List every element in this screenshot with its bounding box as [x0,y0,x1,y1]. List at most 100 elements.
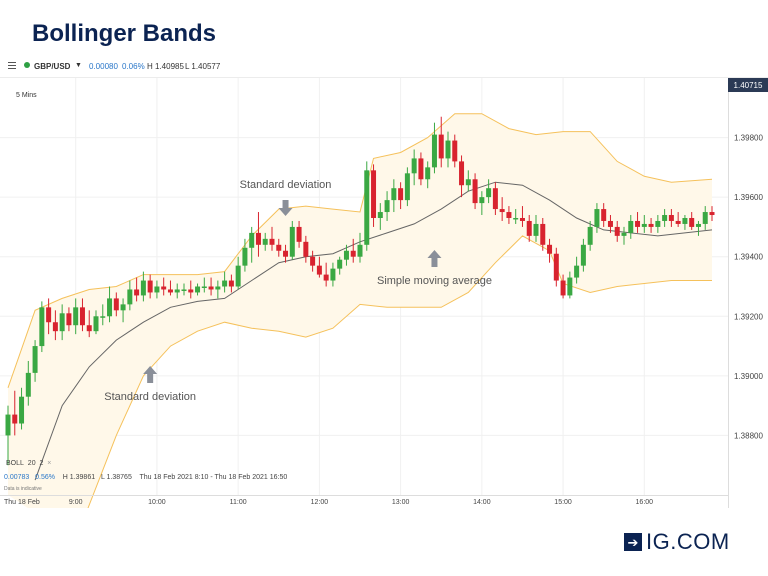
candle [540,217,546,251]
candles [5,116,715,466]
candle-body [662,215,668,221]
close-x-icon[interactable]: × [47,460,52,467]
candle-body [465,179,471,186]
candle [269,226,275,251]
candle-body [635,220,641,227]
candle [303,235,309,263]
bollinger-chart[interactable]: 1.39800 1.39600 1.39400 1.39200 1.39000 1.388… [0,78,768,508]
candle [411,149,417,186]
candle [567,271,573,299]
candle [296,220,302,248]
time-tick-label: 11:00 [230,499,247,506]
candle [120,298,126,323]
candle-body [330,268,336,281]
arrow-up-icon [427,250,442,267]
arrow-down-icon [278,200,293,216]
time-tick-label: 13:00 [392,499,410,506]
candle-body [181,289,187,291]
brand-logo[interactable]: ➔ IG.COM [624,529,730,554]
candle [79,298,85,332]
candle-body [695,223,701,227]
candle [628,215,634,239]
instrument-name[interactable]: GBP/USD [34,62,71,71]
candle [398,182,404,210]
candle [377,203,383,230]
price-change: 0.00080 [89,62,118,71]
candle [310,250,316,272]
candle [621,226,627,245]
candle [492,182,498,216]
page-title: Bollinger Bands [32,20,217,47]
candle [472,173,478,210]
candle [513,209,519,224]
candle-body [526,220,532,236]
candle-body [506,212,512,218]
annotation: Standard deviation [240,179,331,216]
session-low: L 1.40577 [185,62,221,71]
candle-body [154,286,160,293]
candle [316,256,322,278]
candle-body [39,307,45,347]
candle-body [289,226,295,257]
candle [695,220,701,236]
candle-body [452,140,458,162]
candle [519,206,525,227]
annotation-label: Standard deviation [104,391,196,403]
candle [357,232,363,263]
time-tick-label: 9:00 [69,499,83,506]
current-price-tag: 1.40715 [728,78,768,92]
candle [364,161,370,251]
indicator-value: 0.00783 [4,474,30,481]
timeframe-label[interactable]: 5 Mins [16,92,37,99]
band-fill-area [8,113,712,508]
candle-body [66,313,72,326]
candle-body [607,220,613,227]
time-tick-label: Thu 18 Feb [4,499,40,506]
candle-body [404,173,410,201]
candle [594,203,600,233]
candle-body [580,244,586,266]
arrow-in-box-icon: ➔ [624,533,642,551]
indicator-low: L 1.38765 [100,474,132,481]
green-dot-icon [24,62,30,68]
candle [635,212,641,233]
candle-body [553,253,559,281]
candle-body [702,212,708,224]
candle-body [222,280,228,287]
instrument-toolbar: GBP/USD ▼ 0.00080 0.06% H 1.40985 L 1.40… [0,56,768,78]
candle-body [208,286,214,290]
candle-body [73,307,79,326]
candle [384,191,390,221]
candle-body [100,316,106,318]
candle-body [655,220,661,227]
candle-body [418,158,424,180]
hamburger-menu-icon[interactable] [8,62,16,69]
candle-body [594,209,600,227]
candle [574,256,580,284]
candle [425,161,431,189]
candle-body [519,217,525,221]
candle [93,310,99,335]
caret-down-icon[interactable]: ▼ [75,62,82,69]
candle-body [343,250,349,260]
candle [675,212,681,227]
candle-body [648,223,654,227]
candle [255,212,261,257]
current-price-label: 1.40715 [734,81,763,90]
candle [641,215,647,233]
candle [59,304,65,341]
candle-body [147,280,153,293]
candle-body [140,280,146,296]
candle-body [337,259,343,269]
candle-body [310,256,316,266]
candle-body [269,238,275,245]
candle-body [235,265,241,287]
candle-body [682,217,688,224]
candle [222,271,228,293]
candle [195,283,201,296]
candle-body [601,209,607,221]
indicator-name[interactable]: BOLL [6,460,24,467]
price-change-pct: 0.06% [122,62,145,71]
indicator-stddev: 2 [39,460,44,467]
price-axis: 1.39800 1.39600 1.39400 1.39200 1.39000 1.388… [734,134,763,441]
